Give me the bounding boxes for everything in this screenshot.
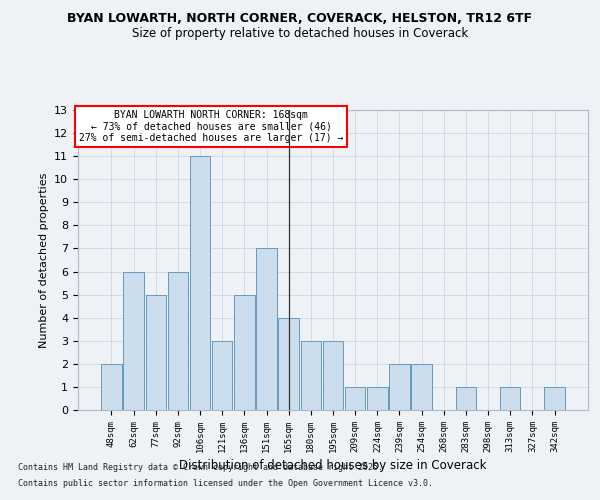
Bar [412,364,432,410]
Bar [367,387,388,410]
Text: BYAN LOWARTH, NORTH CORNER, COVERACK, HELSTON, TR12 6TF: BYAN LOWARTH, NORTH CORNER, COVERACK, HE… [67,12,533,26]
Bar [456,387,476,410]
Bar [124,272,144,410]
Bar [212,341,232,410]
Bar [146,294,166,410]
Bar [389,364,410,410]
Bar [256,248,277,410]
Bar [301,341,321,410]
Bar [544,387,565,410]
Text: BYAN LOWARTH NORTH CORNER: 168sqm
← 73% of detached houses are smaller (46)
27% : BYAN LOWARTH NORTH CORNER: 168sqm ← 73% … [79,110,343,143]
Bar [234,294,254,410]
Bar [167,272,188,410]
Bar [278,318,299,410]
X-axis label: Distribution of detached houses by size in Coverack: Distribution of detached houses by size … [179,459,487,472]
Bar [101,364,122,410]
Text: Size of property relative to detached houses in Coverack: Size of property relative to detached ho… [132,28,468,40]
Bar [345,387,365,410]
Text: Contains HM Land Registry data © Crown copyright and database right 2025.: Contains HM Land Registry data © Crown c… [18,464,383,472]
Text: Contains public sector information licensed under the Open Government Licence v3: Contains public sector information licen… [18,478,433,488]
Bar [323,341,343,410]
Bar [500,387,520,410]
Bar [190,156,210,410]
Y-axis label: Number of detached properties: Number of detached properties [38,172,49,348]
